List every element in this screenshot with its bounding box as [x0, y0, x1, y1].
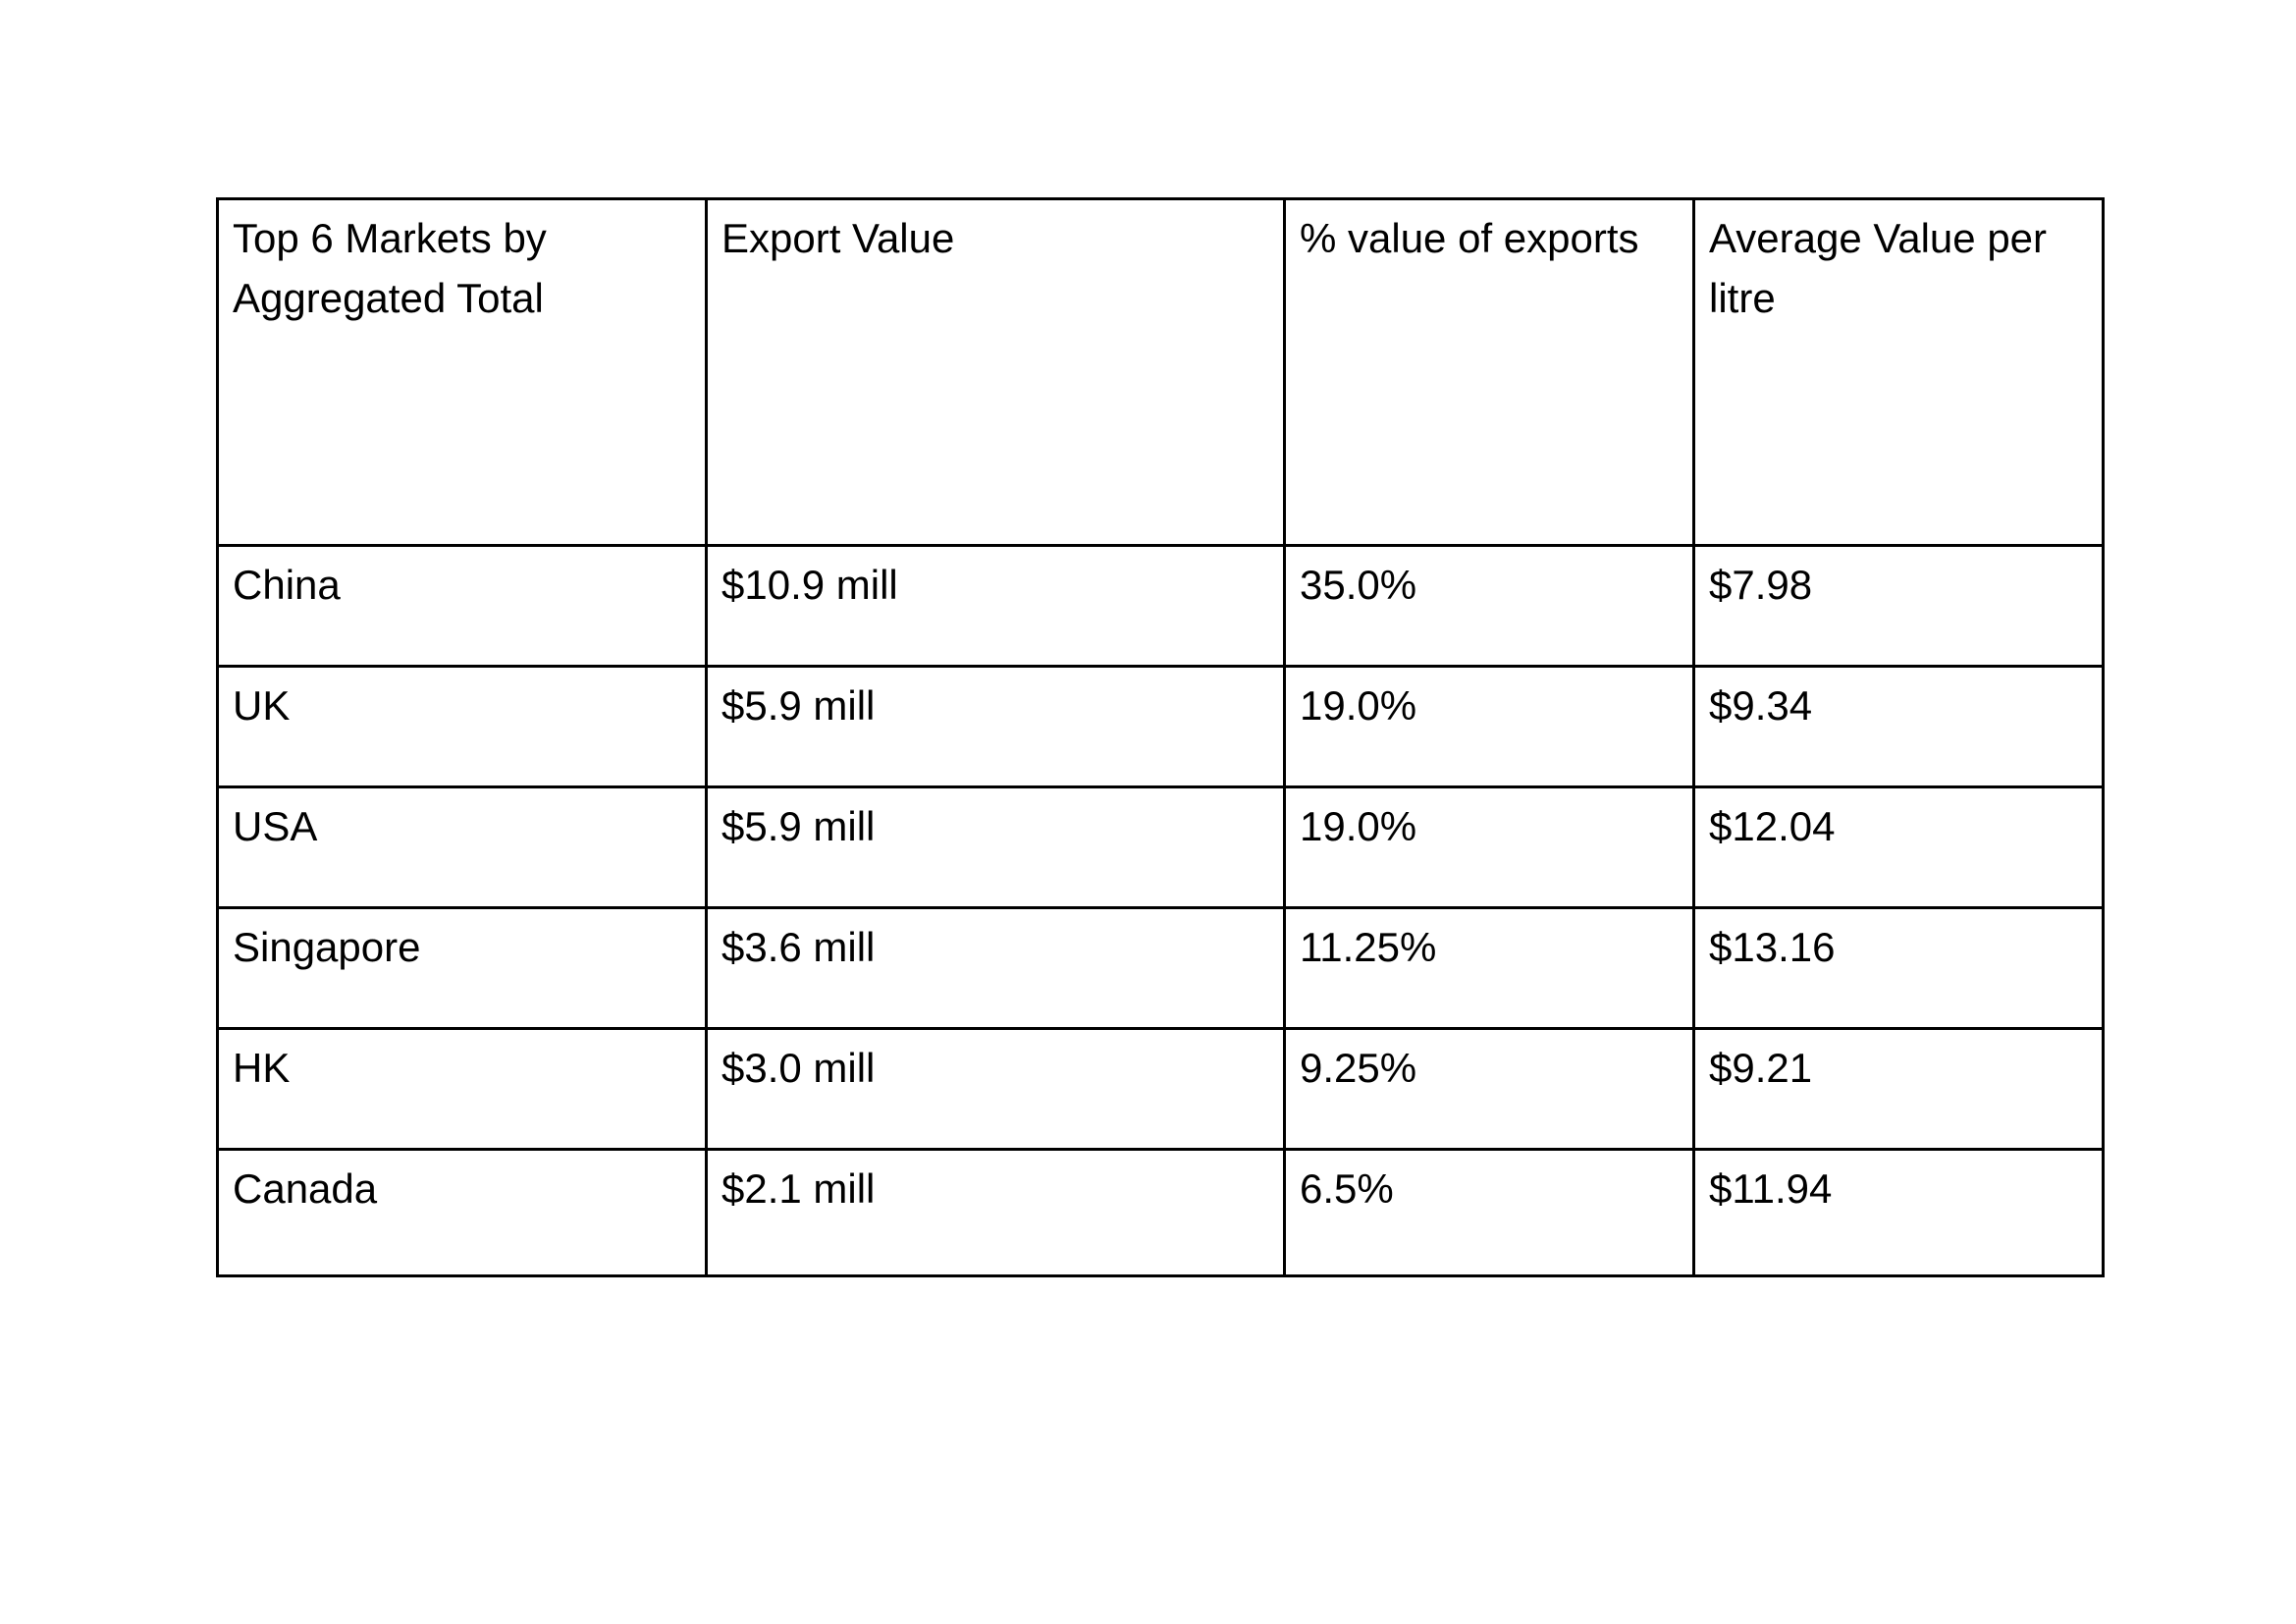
- cell-average-value: $11.94: [1692, 1148, 2105, 1277]
- cell-percent-value: 9.25%: [1283, 1027, 1695, 1151]
- header-market: Top 6 Markets by Aggregated Total: [216, 197, 708, 547]
- table-row: China $10.9 mill 35.0% $7.98: [216, 544, 2105, 668]
- cell-average-value: $9.34: [1692, 665, 2105, 788]
- table-row: HK $3.0 mill 9.25% $9.21: [216, 1027, 2105, 1151]
- cell-percent-value: 6.5%: [1283, 1148, 1695, 1277]
- cell-percent-value: 19.0%: [1283, 665, 1695, 788]
- cell-percent-value: 11.25%: [1283, 906, 1695, 1030]
- cell-percent-value: 19.0%: [1283, 785, 1695, 909]
- cell-market: China: [216, 544, 708, 668]
- cell-average-value: $13.16: [1692, 906, 2105, 1030]
- table-row: USA $5.9 mill 19.0% $12.04: [216, 785, 2105, 909]
- cell-average-value: $9.21: [1692, 1027, 2105, 1151]
- cell-export-value: $10.9 mill: [705, 544, 1286, 668]
- cell-export-value: $5.9 mill: [705, 785, 1286, 909]
- cell-market: UK: [216, 665, 708, 788]
- cell-export-value: $3.6 mill: [705, 906, 1286, 1030]
- header-percent-value: % value of exports: [1283, 197, 1695, 547]
- table-row: Canada $2.1 mill 6.5% $11.94: [216, 1148, 2105, 1277]
- cell-average-value: $7.98: [1692, 544, 2105, 668]
- table-row: Singapore $3.6 mill 11.25% $13.16: [216, 906, 2105, 1030]
- cell-market: Singapore: [216, 906, 708, 1030]
- markets-table: Top 6 Markets by Aggregated Total Export…: [216, 197, 2105, 1277]
- cell-export-value: $2.1 mill: [705, 1148, 1286, 1277]
- cell-average-value: $12.04: [1692, 785, 2105, 909]
- cell-market: HK: [216, 1027, 708, 1151]
- cell-export-value: $5.9 mill: [705, 665, 1286, 788]
- header-export-value: Export Value: [705, 197, 1286, 547]
- cell-market: Canada: [216, 1148, 708, 1277]
- table-row: UK $5.9 mill 19.0% $9.34: [216, 665, 2105, 788]
- cell-export-value: $3.0 mill: [705, 1027, 1286, 1151]
- cell-percent-value: 35.0%: [1283, 544, 1695, 668]
- header-average-value: Average Value per litre: [1692, 197, 2105, 547]
- cell-market: USA: [216, 785, 708, 909]
- header-row: Top 6 Markets by Aggregated Total Export…: [216, 197, 2105, 547]
